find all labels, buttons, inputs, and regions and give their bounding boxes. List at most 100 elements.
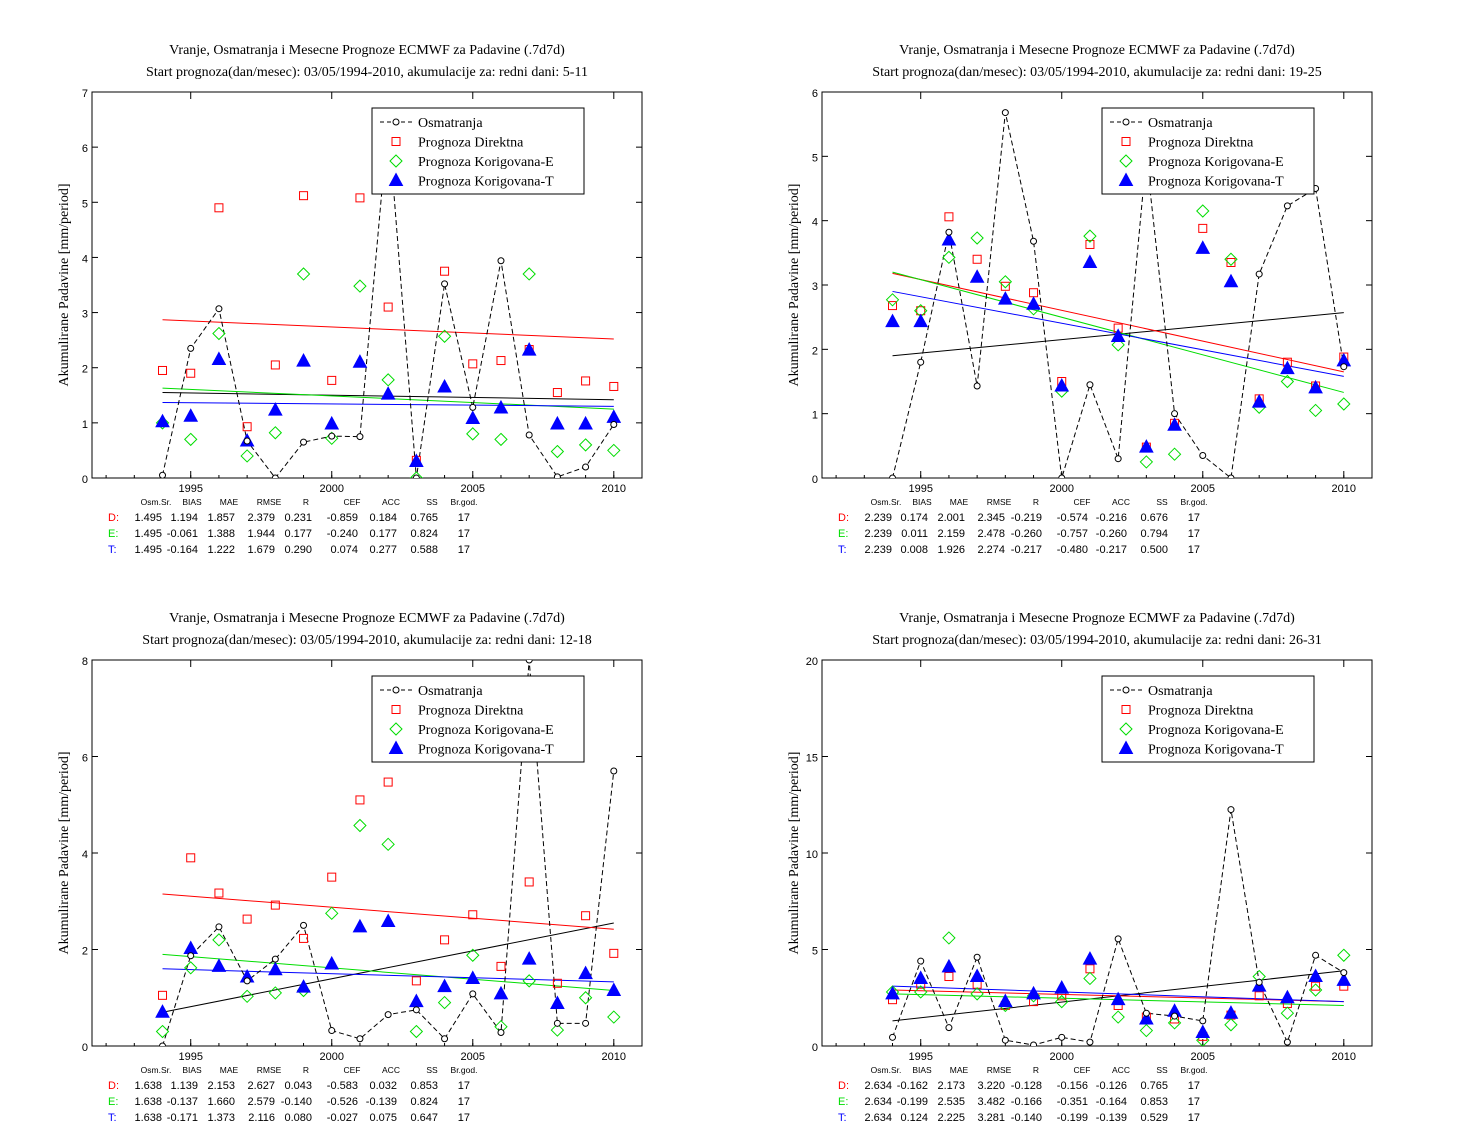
legend-label-direct: Prognoza Direktna [1148,136,1254,151]
stats-value: 1.660 [207,1096,235,1108]
x-tick-label: 1995 [178,483,202,495]
corrected-t-point [267,402,283,416]
y-axis-label: Akumulirane Padavine [mm/period] [57,184,72,387]
observed-point [889,474,897,478]
corrected-e-point [942,931,956,945]
stats-value: 17 [1188,1112,1200,1124]
stats-value: 17 [1188,1080,1200,1092]
stats-value: 1.679 [247,544,275,556]
stats-value: 2.535 [937,1096,965,1108]
corrected-t-point [578,965,593,980]
direct-point [158,990,168,1000]
stats-value: 0.080 [284,1112,312,1124]
corrected-t-point [550,995,565,1010]
corrected-t-point [1251,394,1267,408]
legend-marker-observed [1122,118,1130,126]
stats-value: 2.001 [937,512,965,524]
plot-area [885,109,1352,478]
corrected-t-point [1082,951,1098,965]
observed-point [1058,474,1066,478]
stats-value: 0.824 [410,528,438,540]
corrected-t-point [493,399,509,414]
x-tick-label: 2010 [1332,483,1356,495]
corrected-t-point [352,918,368,933]
corrected-t-point [211,958,227,972]
x-tick-label: 1995 [908,1051,932,1063]
chart-subtitle: Start prognoza(dan/mesec): 03/05/1994-20… [146,65,588,80]
corrected-e-point [240,449,254,463]
observed-point [1030,237,1038,245]
x-tick-label: 2000 [1050,483,1074,495]
x-tick-label: 2005 [1191,1051,1215,1063]
legend-label-corrected-t: Prognoza Korigovana-T [418,175,554,190]
direct-point [440,266,450,276]
stats-value: 2.634 [864,1080,892,1092]
y-tick-label: 3 [812,281,818,293]
stats-value: 1.222 [207,544,235,556]
y-tick-label: 15 [806,753,818,765]
observed-series-line [892,809,1345,1046]
legend-label-corrected-e: Prognoza Korigovana-E [418,723,554,738]
observed-point [215,305,223,313]
stats-value: 17 [458,544,470,556]
stats-header-cell: SS [1156,497,1168,507]
corrected-t-point [1139,439,1154,453]
stats-header-cell: ACC [382,497,400,507]
legend-marker-direct [1121,137,1131,146]
x-tick-label: 2010 [602,483,626,495]
stats-value: 0.174 [900,512,928,524]
stats-value: 17 [1188,1096,1200,1108]
stats-header-cell: CEF [344,1065,361,1075]
corrected-e-point [1196,1033,1210,1046]
stats-header-cell: RMSE [257,497,282,507]
stats-header-cell: Br.god. [1181,1065,1208,1075]
stats-value: -0.859 [327,512,358,524]
direct-point [552,978,562,988]
x-tick-label: 2005 [461,483,485,495]
legend-label-direct: Prognoza Direktna [1148,704,1254,719]
corrected-t-point [606,409,622,423]
stats-row-label: E: [838,528,848,540]
stats-value: 2.239 [864,544,892,556]
stats-value: 0.290 [284,544,312,556]
corrected-t-point [1026,985,1041,1000]
stats-row-label: E: [108,1096,118,1108]
stats-value: -0.217 [1011,544,1042,556]
y-tick-label: 4 [82,849,88,861]
stats-value: 3.281 [977,1112,1005,1124]
corrected-e-point [1308,403,1323,418]
legend-label-direct: Prognoza Direktna [418,136,524,151]
legend-marker-corrected-e [1119,154,1133,168]
trend-line-corrected-t [162,968,614,983]
stats-value: -0.219 [1011,512,1042,524]
corrected-t-point [1167,417,1182,431]
corrected-t-point [1308,379,1323,394]
legend-marker-direct [391,705,401,714]
corrected-e-point [1055,994,1069,1009]
legend-label-observed: Osmatranja [1148,684,1213,699]
observed-point [1001,109,1009,117]
legend-label-observed: Osmatranja [418,684,483,699]
plot-frame [91,91,643,479]
stats-value: 1.495 [134,512,162,524]
corrected-e-point [1111,1010,1125,1024]
stats-value: 1.638 [134,1080,162,1092]
y-tick-label: 6 [82,143,88,155]
observed-point [889,1033,897,1041]
y-tick-label: 0 [82,1042,88,1054]
stats-value: 0.794 [1140,528,1168,540]
corrected-e-point [578,991,593,1005]
stats-value: 2.173 [937,1080,965,1092]
corrected-t-point [606,982,622,997]
stats-value: 0.124 [900,1112,928,1124]
stats-value: -0.140 [1011,1112,1042,1124]
observed-point [1001,1036,1009,1044]
y-tick-label: 0 [812,1042,818,1054]
observed-point [1255,978,1263,986]
stats-value: 0.277 [369,544,397,556]
stats-header-cell: SS [426,497,438,507]
observed-point [553,473,561,478]
stats-value: 1.139 [170,1080,198,1092]
corrected-t-point [296,979,311,993]
observed-point [945,228,953,236]
